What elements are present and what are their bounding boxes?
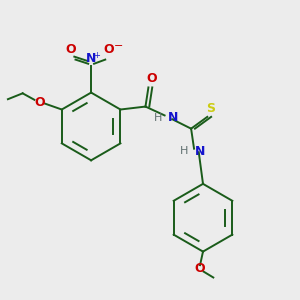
Text: N: N: [86, 52, 96, 65]
Text: H: H: [154, 113, 162, 123]
Text: O: O: [147, 72, 157, 85]
Text: S: S: [207, 101, 216, 115]
Text: −: −: [114, 41, 123, 51]
Text: O: O: [65, 43, 76, 56]
Text: O: O: [195, 262, 206, 275]
Text: H: H: [180, 146, 189, 156]
Text: O: O: [103, 43, 114, 56]
Text: N: N: [168, 111, 178, 124]
Text: N: N: [195, 145, 205, 158]
Text: +: +: [93, 51, 100, 60]
Text: O: O: [34, 96, 45, 109]
